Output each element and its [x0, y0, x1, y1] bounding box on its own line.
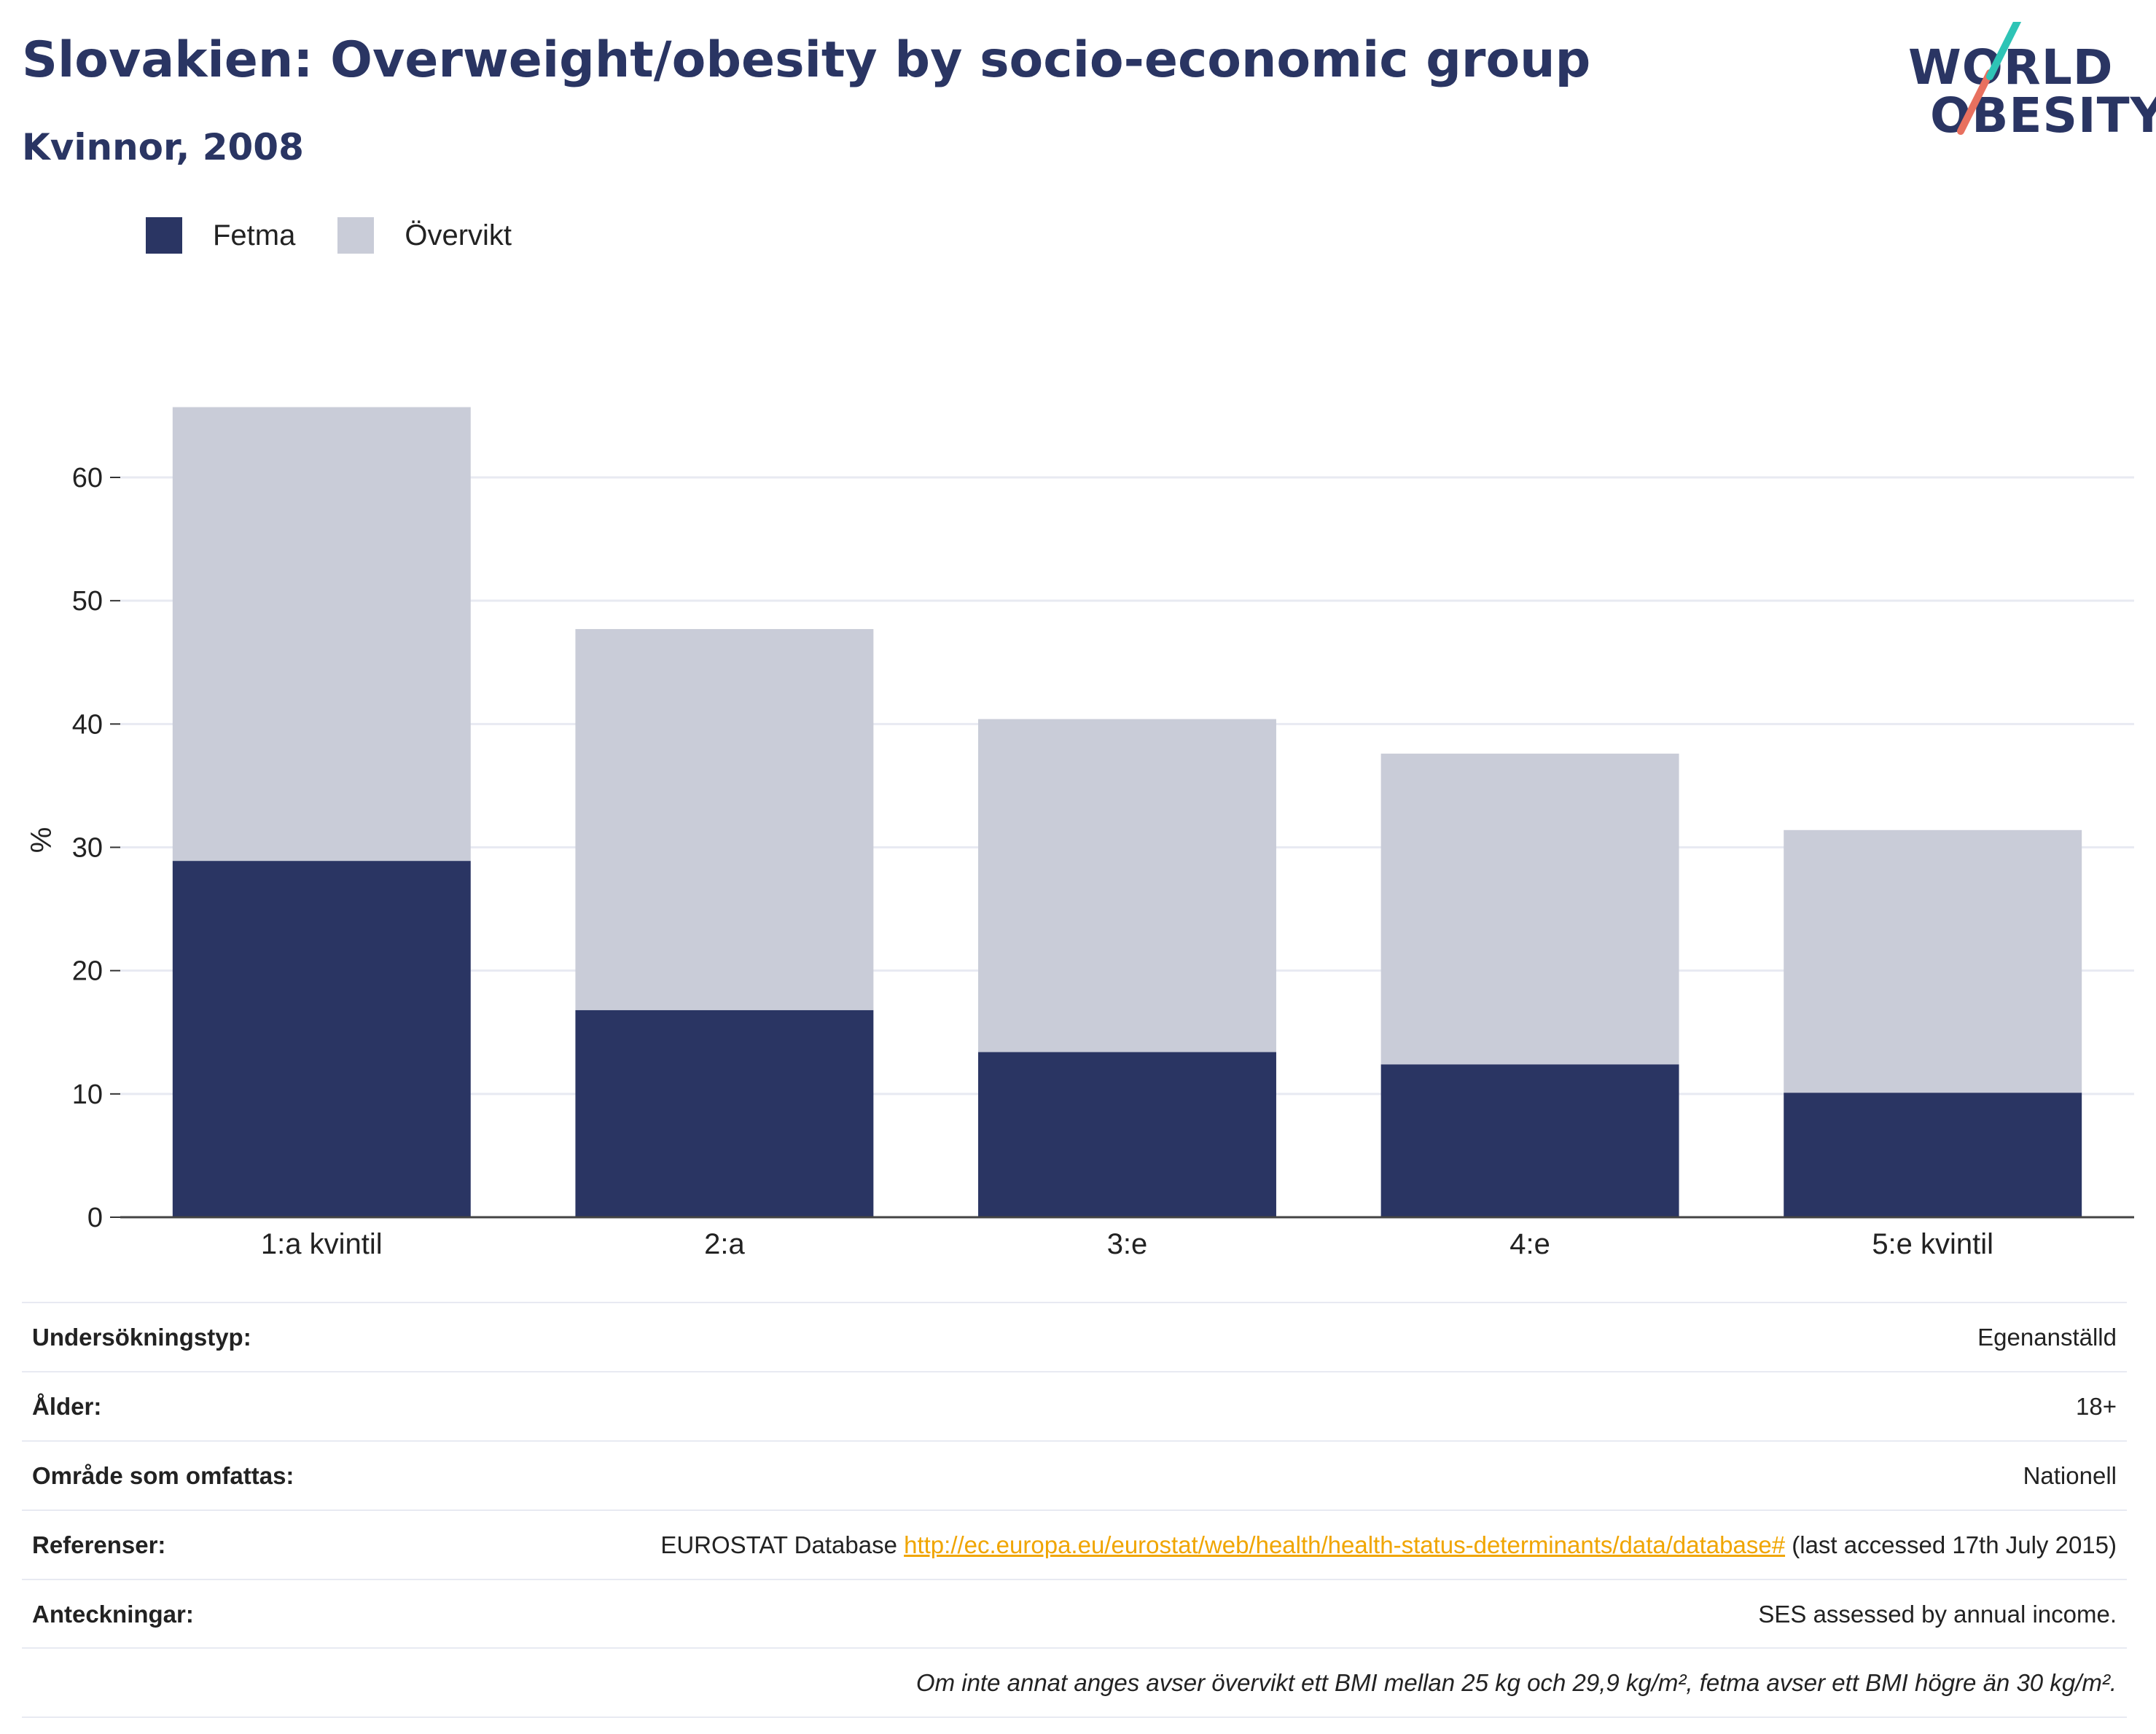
- x-tick-label: 4:e: [1509, 1228, 1550, 1260]
- info-value: EUROSTAT Database http://ec.europa.eu/eu…: [552, 1509, 2127, 1580]
- x-tick-label: 3:e: [1107, 1228, 1148, 1260]
- logo-word-world: WORLD: [1908, 39, 2114, 95]
- info-row-footnote: Om inte annat anges avser övervikt ett B…: [22, 1647, 2127, 1719]
- info-row-notes: Anteckningar: SES assessed by annual inc…: [22, 1578, 2127, 1649]
- reference-prefix: EUROSTAT Database: [660, 1531, 905, 1558]
- footnote: Om inte annat anges avser övervikt ett B…: [22, 1647, 2127, 1719]
- info-value: Nationell: [552, 1440, 2127, 1511]
- info-row-references: Referenser: EUROSTAT Database http://ec.…: [22, 1509, 2127, 1580]
- y-tick-label: 60: [72, 463, 103, 493]
- info-value: SES assessed by annual income.: [552, 1578, 2127, 1649]
- bar-fetma-4: [1380, 1064, 1679, 1217]
- info-value: Egenanställd: [552, 1302, 2127, 1372]
- info-row-survey-type: Undersökningstyp: Egenanställd: [22, 1302, 2127, 1372]
- legend-item-overvikt[interactable]: Övervikt: [337, 217, 512, 254]
- bar-vervikt-5: [1784, 829, 2082, 1093]
- bar-fetma-2: [575, 1009, 874, 1217]
- reference-link[interactable]: http://ec.europa.eu/eurostat/web/health/…: [904, 1531, 1786, 1558]
- y-tick-label: 40: [72, 709, 103, 740]
- bar-vervikt-3: [978, 719, 1276, 1052]
- y-axis-label: %: [26, 827, 58, 854]
- y-tick-label: 0: [87, 1203, 103, 1233]
- legend-swatch-fetma: [146, 217, 182, 254]
- bar-fetma-5: [1784, 1093, 2082, 1217]
- x-tick-label: 5:e kvintil: [1872, 1228, 1993, 1260]
- stacked-bar-chart: 0 10 20 30 40 50 60% 1:a kvintil 2:a 3:e 4:e 5:e kv…: [26, 407, 2134, 1260]
- y-tick-label: 30: [72, 833, 103, 864]
- info-key: Anteckningar:: [22, 1578, 552, 1649]
- info-table: Undersökningstyp: Egenanställd Ålder: 18…: [22, 1302, 2127, 1719]
- y-tick-label: 20: [72, 956, 103, 987]
- chart-legend: Fetma Övervikt: [146, 217, 554, 254]
- world-obesity-logo: WORLD OBESITY: [1902, 22, 2156, 153]
- info-row-area: Område som omfattas: Nationell: [22, 1440, 2127, 1511]
- axes: 0 10 20 30 40 50 60% 1:a kvintil 2:a 3:e 4:e 5:e kv…: [26, 463, 2134, 1260]
- y-tick-label: 10: [72, 1079, 103, 1110]
- info-key: Undersökningstyp:: [22, 1302, 552, 1372]
- reference-suffix: (last accessed 17th July 2015): [1785, 1531, 2117, 1558]
- bar-fetma-1: [172, 861, 471, 1217]
- bars: [172, 407, 2082, 1217]
- legend-item-fetma[interactable]: Fetma: [146, 217, 295, 254]
- bar-fetma-3: [978, 1052, 1276, 1217]
- y-tick-label: 50: [72, 586, 103, 617]
- x-tick-label: 2:a: [704, 1228, 745, 1260]
- info-value: 18+: [552, 1370, 2127, 1442]
- legend-swatch-overvikt: [337, 217, 375, 254]
- chart-title: Slovakien: Overweight/obesity by socio-e…: [22, 31, 1591, 89]
- bar-vervikt-4: [1380, 753, 1679, 1065]
- x-tick-label: 1:a kvintil: [261, 1228, 383, 1260]
- logo-slash-icon: [1957, 22, 2022, 135]
- legend-label-overvikt: Övervikt: [405, 219, 512, 251]
- bar-vervikt-1: [172, 407, 471, 862]
- chart-subtitle: Kvinnor, 2008: [22, 126, 304, 168]
- legend-label-fetma: Fetma: [213, 219, 296, 251]
- info-key: Ålder:: [22, 1370, 552, 1442]
- info-row-age: Ålder: 18+: [22, 1370, 2127, 1442]
- info-key: Referenser:: [22, 1509, 552, 1580]
- info-key: Område som omfattas:: [22, 1440, 552, 1511]
- bar-vervikt-2: [575, 629, 874, 1010]
